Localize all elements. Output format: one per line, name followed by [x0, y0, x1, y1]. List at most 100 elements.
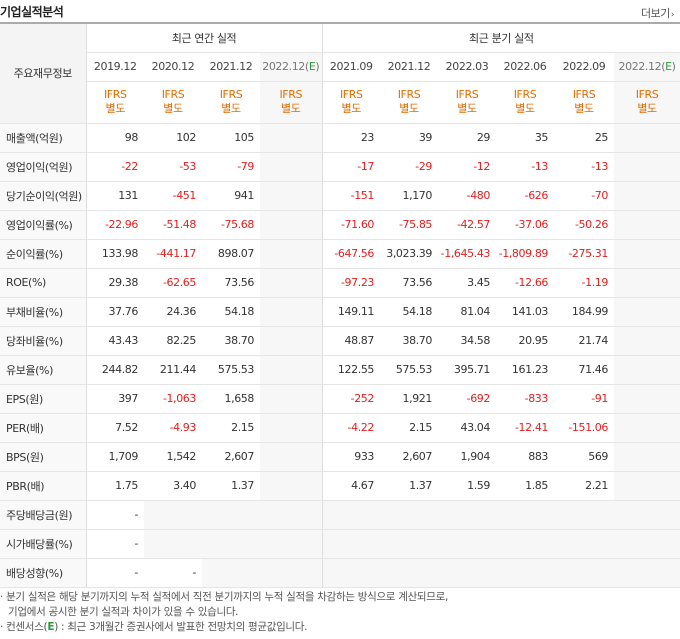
- table-cell: -151.06: [554, 413, 615, 443]
- row-label: 부채비율(%): [0, 297, 87, 327]
- row-label: 영업이익률(%): [0, 210, 87, 240]
- footnotes: · 분기 실적은 해당 분기까지의 누적 실적에서 직전 분기까지의 누적 실적…: [0, 590, 680, 635]
- table-cell: [496, 529, 555, 559]
- more-label: 더보기: [641, 7, 670, 20]
- table-cell: -: [86, 529, 144, 559]
- row-label: 주당배당금(원): [0, 500, 87, 530]
- table-row: PER(배) 7.52 -4.93 2.15 -4.22 2.15 43.04 -12.41-…: [0, 413, 680, 443]
- table-cell: [260, 413, 323, 443]
- table-cell: [614, 355, 680, 385]
- table-cell: [614, 500, 680, 530]
- table-cell: 941: [202, 181, 260, 211]
- table-cell: -12.66: [496, 268, 555, 298]
- table-cell: [614, 384, 680, 414]
- more-link[interactable]: 더보기›: [641, 5, 675, 21]
- table-cell: 1.59: [438, 471, 497, 501]
- table-cell: -53: [144, 152, 202, 182]
- table-cell: [380, 500, 439, 530]
- table-cell: [614, 181, 680, 211]
- table-cell: -12: [438, 152, 497, 182]
- table-cell: [614, 326, 680, 356]
- ifrs-label: IFRS 별도: [260, 81, 323, 124]
- table-cell: [260, 181, 323, 211]
- table-cell: -13: [496, 152, 555, 182]
- table-cell: 20.95: [496, 326, 555, 356]
- row-label: PBR(배): [0, 471, 87, 501]
- table-cell: 2.15: [380, 413, 439, 443]
- table-cell: 244.82: [86, 355, 144, 385]
- table-cell: -71.60: [322, 210, 381, 240]
- table-cell: 1,921: [380, 384, 439, 414]
- table-cell: -151: [322, 181, 381, 211]
- table-cell: -29: [380, 152, 439, 182]
- table-cell: 4.67: [322, 471, 381, 501]
- table-cell: -17: [322, 152, 381, 182]
- table-cell: [260, 152, 323, 182]
- ifrs-label: IFRS 별도: [322, 81, 381, 124]
- table-cell: [614, 239, 680, 269]
- table-cell: [614, 529, 680, 559]
- period-header: 2019.12: [86, 52, 144, 82]
- table-cell: [202, 529, 260, 559]
- table-cell: 105: [202, 123, 260, 153]
- table-cell: 1.85: [496, 471, 555, 501]
- table-cell: 73.56: [202, 268, 260, 298]
- table-cell: 131: [86, 181, 144, 211]
- table-cell: 21.74: [554, 326, 615, 356]
- table-cell: [144, 529, 202, 559]
- table-cell: -441.17: [144, 239, 202, 269]
- period-header: 2022.06: [496, 52, 555, 82]
- table-cell: 395.71: [438, 355, 497, 385]
- table-cell: 1.37: [380, 471, 439, 501]
- table-cell: [438, 500, 497, 530]
- table-cell: 48.87: [322, 326, 381, 356]
- table-cell: 898.07: [202, 239, 260, 269]
- table-cell: -1,809.89: [496, 239, 555, 269]
- table-cell: [260, 500, 323, 530]
- table-cell: -70: [554, 181, 615, 211]
- table-cell: -480: [438, 181, 497, 211]
- table-cell: [496, 500, 555, 530]
- table-cell: 133.98: [86, 239, 144, 269]
- period-header: 2022.12(E): [260, 52, 323, 82]
- table-row: 주당배당금(원) -: [0, 500, 680, 530]
- table-cell: -75.85: [380, 210, 439, 240]
- table-cell: [260, 384, 323, 414]
- period-header: 2021.12: [380, 52, 439, 82]
- table-cell: [614, 297, 680, 327]
- table-cell: -50.26: [554, 210, 615, 240]
- row-label: EPS(원): [0, 384, 87, 414]
- row-label: 시가배당률(%): [0, 529, 87, 559]
- label-column-header: 주요재무정보: [0, 22, 87, 124]
- table-cell: -647.56: [322, 239, 381, 269]
- table-cell: [438, 529, 497, 559]
- period-header: 2021.12: [202, 52, 260, 82]
- table-cell: 883: [496, 442, 555, 472]
- table-cell: 43.04: [438, 413, 497, 443]
- table-cell: 1,658: [202, 384, 260, 414]
- table-cell: [322, 529, 381, 559]
- footnote-consensus: · 컨센서스(E) : 최근 3개월간 증권사에서 발표한 전망치의 평균값입니…: [0, 621, 308, 633]
- table-cell: 1.37: [202, 471, 260, 501]
- table-cell: 184.99: [554, 297, 615, 327]
- table-cell: -275.31: [554, 239, 615, 269]
- table-cell: -1,645.43: [438, 239, 497, 269]
- table-cell: -79: [202, 152, 260, 182]
- table-cell: 102: [144, 123, 202, 153]
- table-cell: -: [86, 500, 144, 530]
- table-cell: 1.75: [86, 471, 144, 501]
- table-cell: -: [86, 558, 144, 588]
- table-cell: 81.04: [438, 297, 497, 327]
- row-label: 당좌비율(%): [0, 326, 87, 356]
- row-label: 당기순이익(억원): [0, 181, 87, 211]
- table-row: PBR(배) 1.75 3.40 1.37 4.67 1.37 1.59 1.85 2.21: [0, 471, 680, 501]
- table-cell: 3,023.39: [380, 239, 439, 269]
- table-cell: 1,170: [380, 181, 439, 211]
- table-cell: -37.06: [496, 210, 555, 240]
- table-cell: -62.65: [144, 268, 202, 298]
- table-cell: -1,063: [144, 384, 202, 414]
- ifrs-label: IFRS 별도: [86, 81, 144, 124]
- table-cell: [260, 355, 323, 385]
- table-row: 순이익률(%) 133.98 -441.17 898.07 -647.56 3,023.3…: [0, 239, 680, 269]
- row-label: 매출액(억원): [0, 123, 87, 153]
